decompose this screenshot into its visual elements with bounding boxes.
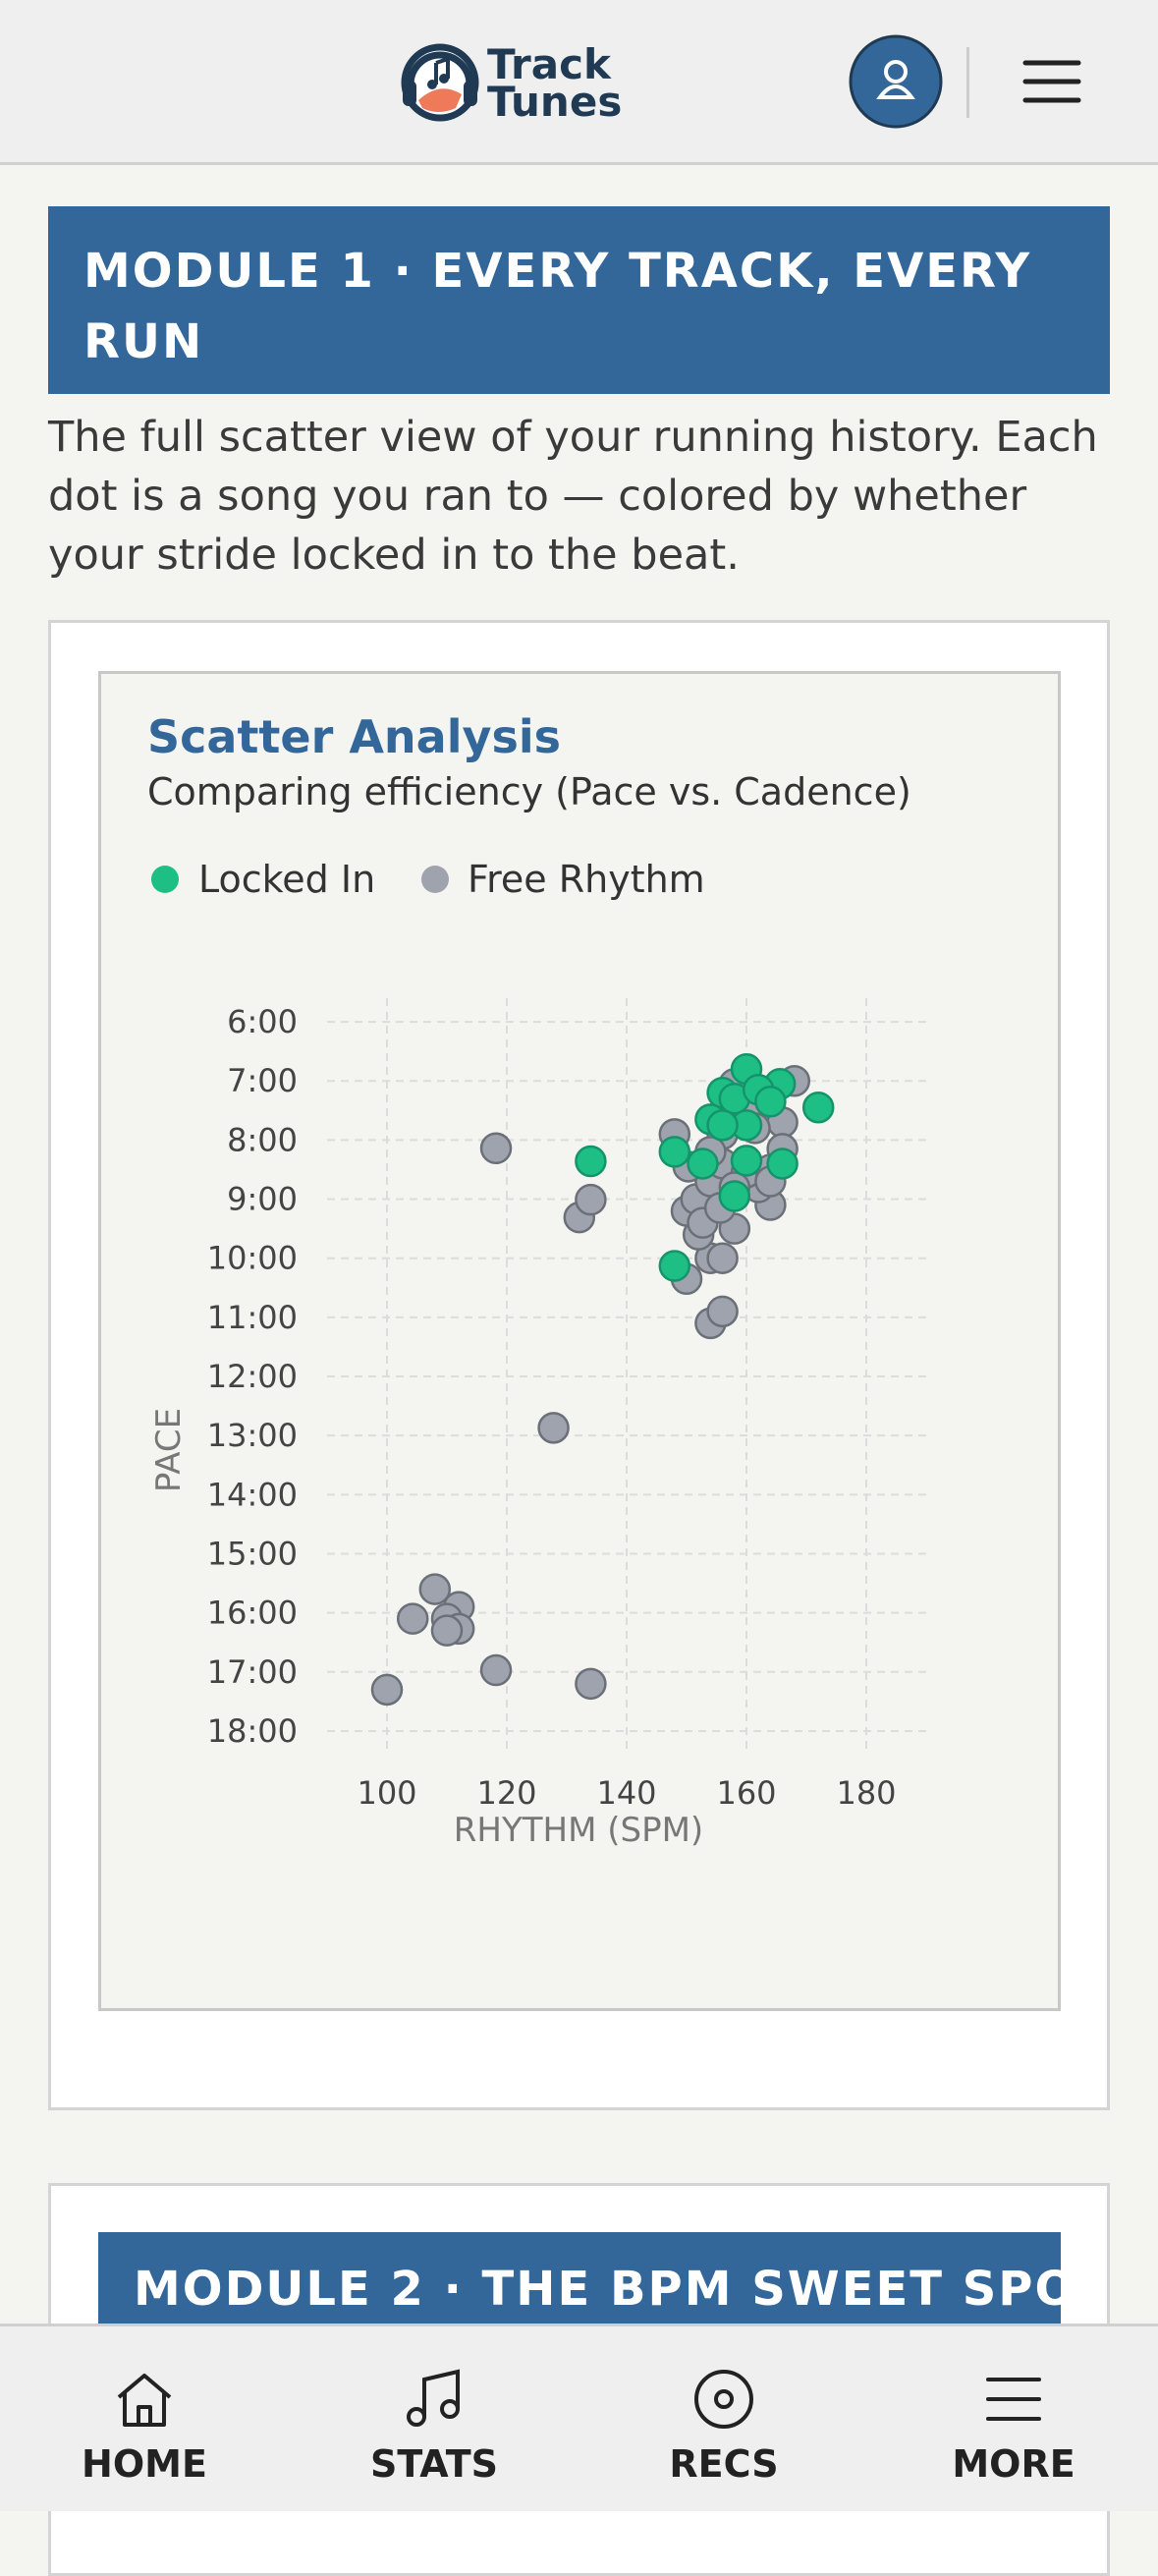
scatter-point <box>718 1180 751 1212</box>
x-tick-label: 120 <box>476 1774 536 1812</box>
x-tick-label: 100 <box>357 1774 416 1812</box>
y-tick-label: 11:00 <box>207 1299 298 1336</box>
nav-recs[interactable]: RECS <box>606 2326 842 2511</box>
nav-icon <box>117 2374 172 2427</box>
nav-icon <box>986 2378 1041 2421</box>
y-tick-label: 15:00 <box>207 1535 298 1572</box>
scatter-point <box>658 1136 691 1168</box>
chart-box: Scatter Analysis Comparing efficiency (P… <box>98 671 1061 2011</box>
scatter-point <box>706 1295 739 1328</box>
chart-subtitle: Comparing efficiency (Pace vs. Cadence) <box>147 770 911 813</box>
nav-label: RECS <box>669 2442 779 2486</box>
y-tick-label: 8:00 <box>227 1121 298 1158</box>
menu-button[interactable] <box>1021 57 1082 106</box>
y-axis-title: PACE <box>149 1408 189 1492</box>
scatter-point <box>430 1614 464 1647</box>
scatter-point <box>754 1086 787 1118</box>
scatter-point <box>370 1673 404 1707</box>
x-axis-title: RHYTHM (SPM) <box>454 1811 703 1850</box>
y-tick-label: 12:00 <box>207 1358 298 1395</box>
brand-line: Track <box>487 40 611 88</box>
legend-marker <box>151 866 179 893</box>
scatter-point <box>479 1132 513 1165</box>
y-tick-label: 14:00 <box>207 1476 298 1513</box>
scatter-point <box>575 1667 607 1701</box>
x-tick-label: 160 <box>716 1774 776 1812</box>
y-tick-label: 7:00 <box>227 1062 298 1099</box>
nav-home[interactable]: HOME <box>27 2326 262 2511</box>
brand-line: Tunes <box>487 78 623 126</box>
nav-more[interactable]: MORE <box>896 2326 1131 2511</box>
x-tick-label: 140 <box>596 1774 656 1812</box>
nav-icon <box>694 2370 753 2429</box>
module-description: The full scatter view of your running hi… <box>48 413 1098 580</box>
legend-label: Free Rhythm <box>468 858 705 901</box>
scatter-point <box>537 1412 570 1444</box>
legend-label: Locked In <box>198 858 375 901</box>
y-tick-label: 9:00 <box>227 1181 298 1218</box>
nav-stats[interactable]: STATS <box>316 2326 552 2511</box>
scatter-point <box>706 1242 739 1274</box>
chart: Scatter Analysis Comparing efficiency (P… <box>147 710 926 1850</box>
y-tick-label: 17:00 <box>207 1653 298 1691</box>
scatter-point <box>801 1092 835 1124</box>
y-tick-label: 6:00 <box>227 1003 298 1040</box>
header: Track Tunes <box>0 0 1158 165</box>
scatter-point <box>706 1109 739 1142</box>
divider <box>966 47 969 118</box>
scatter-point <box>658 1250 691 1282</box>
nav-label: STATS <box>369 2442 499 2486</box>
logo-icon <box>401 43 479 122</box>
scatter-point <box>418 1573 452 1605</box>
scatter-point <box>575 1183 607 1216</box>
nav-label: MORE <box>952 2442 1075 2486</box>
y-tick-label: 13:00 <box>207 1417 298 1454</box>
scatter-point <box>730 1145 763 1177</box>
legend-marker <box>421 866 449 893</box>
scatter-point <box>766 1148 799 1180</box>
y-tick-label: 18:00 <box>207 1712 298 1750</box>
nav-icon <box>407 2369 460 2427</box>
profile-button[interactable] <box>847 32 945 131</box>
scatter-point <box>479 1653 513 1687</box>
module-title: MODULE 1 · EVERY TRACK, EVERY RUN <box>48 206 1110 394</box>
scatter-point <box>396 1602 429 1635</box>
chart-title: Scatter Analysis <box>147 710 561 763</box>
y-tick-label: 16:00 <box>207 1595 298 1632</box>
scatter-point <box>575 1145 607 1178</box>
nav-label: HOME <box>82 2442 207 2486</box>
y-tick-label: 10:00 <box>207 1240 298 1277</box>
scatter-point <box>687 1148 719 1180</box>
x-tick-label: 180 <box>836 1774 896 1812</box>
bottom-nav: HOME STATS RECS MORE <box>0 2324 1158 2511</box>
